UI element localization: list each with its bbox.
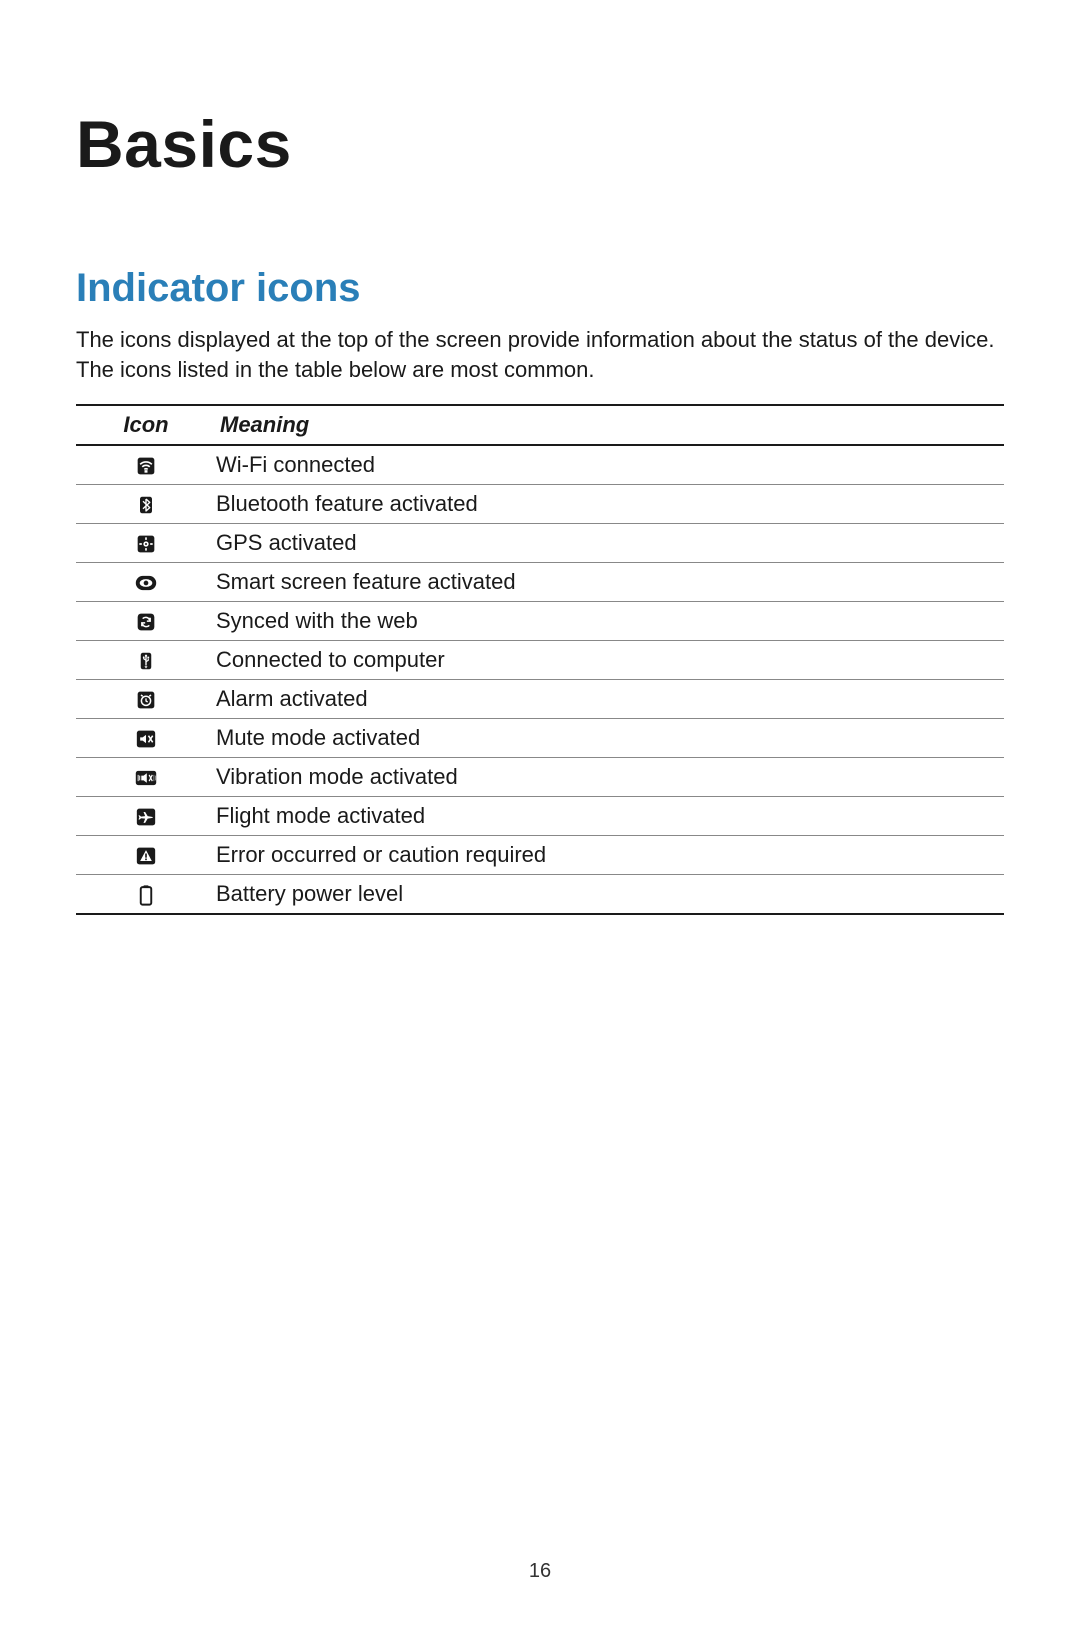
meaning-cell: Synced with the web (216, 601, 1004, 640)
icon-cell (76, 835, 216, 874)
indicator-icons-table: Icon Meaning Wi-Fi (76, 404, 1004, 915)
col-header-icon: Icon (76, 405, 216, 445)
col-header-meaning: Meaning (216, 405, 1004, 445)
icon-cell (76, 718, 216, 757)
icon-cell (76, 523, 216, 562)
wifi-icon (135, 455, 157, 477)
table-row: Flight mode activated (76, 796, 1004, 835)
table-row: Error occurred or caution required (76, 835, 1004, 874)
manual-page: Basics Indicator icons The icons display… (0, 106, 1080, 1633)
table-header-row: Icon Meaning (76, 405, 1004, 445)
meaning-cell: Flight mode activated (216, 796, 1004, 835)
gps-icon (135, 533, 157, 555)
icon-cell (76, 874, 216, 914)
intro-paragraph: The icons displayed at the top of the sc… (76, 325, 1004, 386)
meaning-cell: Vibration mode activated (216, 757, 1004, 796)
meaning-cell: Wi-Fi connected (216, 445, 1004, 485)
icon-cell (76, 796, 216, 835)
icon-cell (76, 679, 216, 718)
table-row: Connected to computer (76, 640, 1004, 679)
meaning-cell: Connected to computer (216, 640, 1004, 679)
section-title: Indicator icons (76, 266, 1004, 311)
meaning-cell: Mute mode activated (216, 718, 1004, 757)
icon-cell (76, 484, 216, 523)
table-row: Bluetooth feature activated (76, 484, 1004, 523)
mute-icon (135, 728, 157, 750)
table-row: Alarm activated (76, 679, 1004, 718)
meaning-cell: Alarm activated (216, 679, 1004, 718)
table-row: Synced with the web (76, 601, 1004, 640)
icon-cell (76, 757, 216, 796)
icon-cell (76, 445, 216, 485)
icon-cell (76, 640, 216, 679)
page-title: Basics (76, 106, 1004, 182)
usb-icon (135, 650, 157, 672)
meaning-cell: Battery power level (216, 874, 1004, 914)
table-row: Vibration mode activated (76, 757, 1004, 796)
smart-screen-icon (135, 572, 157, 594)
sync-icon (135, 611, 157, 633)
table-row: Wi-Fi connected (76, 445, 1004, 485)
meaning-cell: Smart screen feature activated (216, 562, 1004, 601)
table-row: Battery power level (76, 874, 1004, 914)
alarm-icon (135, 689, 157, 711)
icon-cell (76, 562, 216, 601)
page-number: 16 (0, 1560, 1080, 1583)
vibration-icon (135, 767, 157, 789)
bluetooth-icon (135, 494, 157, 516)
meaning-cell: GPS activated (216, 523, 1004, 562)
battery-icon (135, 884, 157, 906)
flight-mode-icon (135, 806, 157, 828)
meaning-cell: Error occurred or caution required (216, 835, 1004, 874)
error-icon (135, 845, 157, 867)
meaning-cell: Bluetooth feature activated (216, 484, 1004, 523)
table-row: GPS activated (76, 523, 1004, 562)
icon-cell (76, 601, 216, 640)
table-row: Mute mode activated (76, 718, 1004, 757)
table-row: Smart screen feature activated (76, 562, 1004, 601)
